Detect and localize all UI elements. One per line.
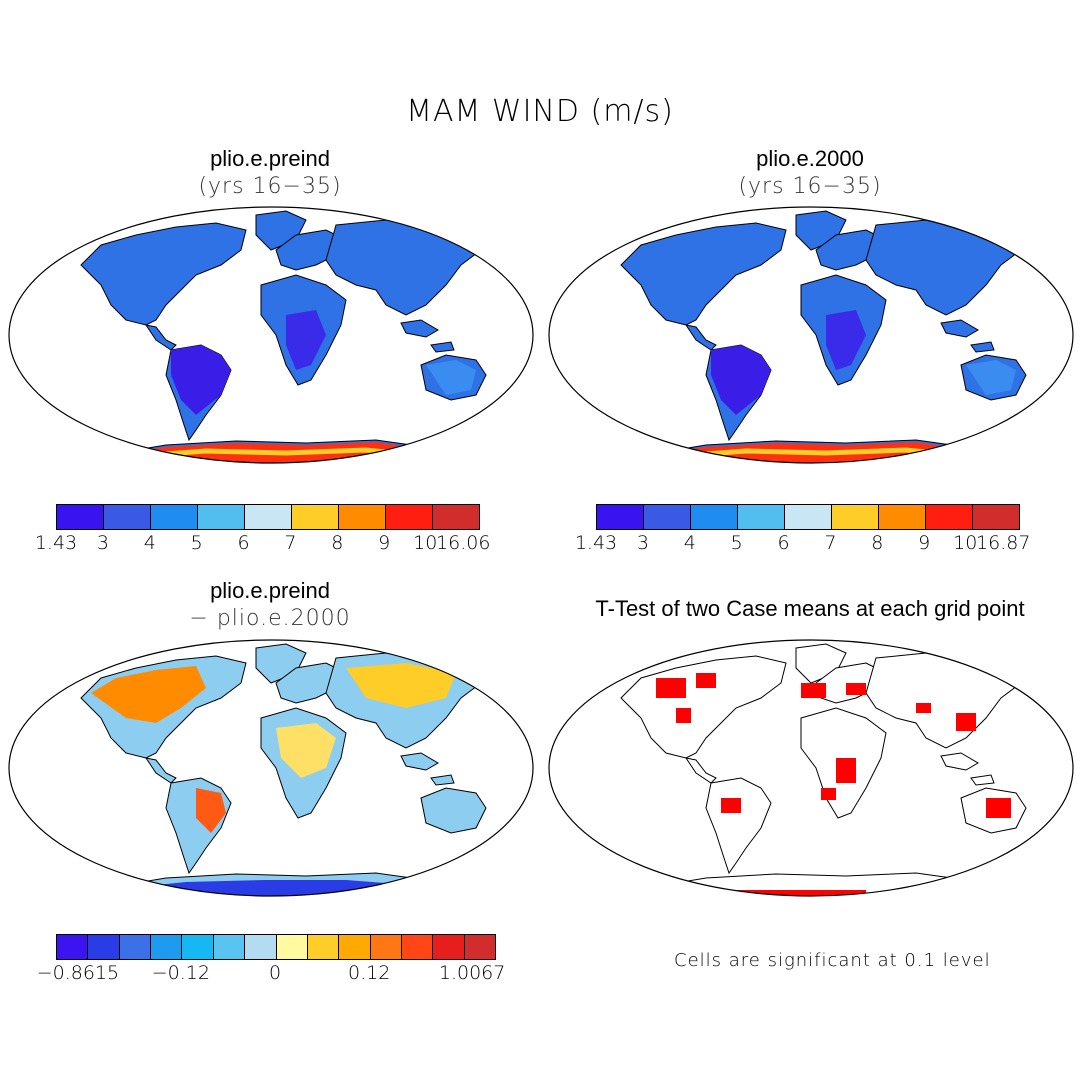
colorbar-swatch <box>339 935 371 959</box>
panel1-colorbar <box>56 504 480 530</box>
panel1-title: plio.e.preind <box>210 146 330 171</box>
colorbar-swatch <box>119 935 152 959</box>
colorbar-swatch <box>182 935 214 959</box>
panel2-colorbar-ticks: 1.43 3 4 5 6 7 8 9 10 16.87 <box>575 532 1031 556</box>
colorbar-tick-label: 9 <box>378 532 391 554</box>
diff-patch-north-america <box>91 666 206 723</box>
colorbar-swatch <box>785 505 832 529</box>
colorbar-tick-label: 7 <box>824 532 837 554</box>
colorbar-tick-label: 16.06 <box>436 532 491 554</box>
colorbar-tick-label: −0.8615 <box>36 962 120 984</box>
significant-cells <box>656 673 1011 896</box>
figure-title: MAM WIND (m/s) <box>406 94 674 129</box>
colorbar-swatch <box>57 505 104 529</box>
mid-wind-australia <box>966 360 1016 395</box>
colorbar-tick-label: 6 <box>237 532 250 554</box>
colorbar-tick-label: 3 <box>96 532 109 554</box>
colorbar-tick-label: 1.43 <box>574 532 618 554</box>
colorbar-tick-label: −0.12 <box>151 962 210 984</box>
colorbar-tick-label: 10 <box>413 532 438 554</box>
colorbar-swatch <box>691 505 738 529</box>
colorbar-swatch <box>433 505 479 529</box>
colorbar-tick-label: 16.87 <box>976 532 1031 554</box>
panel3-colorbar-ticks: −0.8615 −0.12 0 0.12 1.0067 <box>37 962 506 986</box>
colorbar-swatch <box>245 505 292 529</box>
colorbar-swatch <box>57 935 89 959</box>
colorbar-swatch <box>926 505 973 529</box>
diff-patch-south-america <box>196 788 226 833</box>
colorbar-swatch <box>370 935 402 959</box>
colorbar-tick-label: 7 <box>284 532 297 554</box>
panel3-title: plio.e.preind <box>210 578 330 603</box>
colorbar-swatch <box>151 505 198 529</box>
panel2-map <box>548 206 1074 464</box>
panel2-colorbar <box>596 504 1020 530</box>
panel3-map <box>8 639 534 897</box>
colorbar-swatch <box>198 505 245 529</box>
colorbar-tick-label: 8 <box>871 532 884 554</box>
panel4-title: T-Test of two Case means at each grid po… <box>595 596 1025 621</box>
panel4-map <box>548 639 1074 897</box>
colorbar-tick-label: 1.43 <box>34 532 78 554</box>
colorbar-swatch <box>832 505 879 529</box>
colorbar-tick-label: 5 <box>730 532 743 554</box>
colorbar-tick-label: 4 <box>143 532 156 554</box>
panel1-colorbar-ticks: 1.43 3 4 5 6 7 8 9 10 16.06 <box>35 532 491 556</box>
panel3-colorbar <box>56 934 496 960</box>
colorbar-tick-label: 10 <box>953 532 978 554</box>
panel2-title: plio.e.2000 <box>756 146 864 171</box>
low-wind-africa <box>286 310 326 370</box>
panel2-subtitle: (yrs 16−35) <box>738 174 882 199</box>
colorbar-swatch <box>276 935 308 959</box>
colorbar-swatch <box>644 505 691 529</box>
panel1-subtitle: (yrs 16−35) <box>198 174 342 199</box>
panel3-subtitle: − plio.e.2000 <box>189 606 351 631</box>
colorbar-swatch <box>433 935 465 959</box>
diff-patch-africa <box>276 723 336 778</box>
colorbar-tick-label: 5 <box>190 532 203 554</box>
colorbar-swatch <box>339 505 386 529</box>
colorbar-swatch <box>401 935 434 959</box>
colorbar-swatch <box>307 935 340 959</box>
diff-patch-asia <box>346 663 456 708</box>
colorbar-tick-label: 0 <box>268 962 282 984</box>
low-wind-africa <box>826 310 866 370</box>
colorbar-swatch <box>213 935 246 959</box>
colorbar-tick-label: 3 <box>636 532 649 554</box>
colorbar-swatch <box>104 505 151 529</box>
colorbar-tick-label: 0.12 <box>348 962 391 984</box>
colorbar-swatch <box>292 505 339 529</box>
colorbar-tick-label: 9 <box>918 532 931 554</box>
colorbar-swatch <box>597 505 644 529</box>
mid-wind-australia <box>426 360 476 395</box>
colorbar-swatch <box>973 505 1019 529</box>
colorbar-swatch <box>879 505 926 529</box>
colorbar-tick-label: 1.0067 <box>438 962 506 984</box>
colorbar-swatch <box>151 935 183 959</box>
low-wind-south-america <box>171 345 231 415</box>
colorbar-tick-label: 4 <box>683 532 696 554</box>
colorbar-swatch <box>245 935 277 959</box>
low-wind-south-america <box>711 345 771 415</box>
colorbar-swatch <box>738 505 785 529</box>
colorbar-swatch <box>88 935 120 959</box>
colorbar-swatch <box>464 935 496 959</box>
colorbar-tick-label: 8 <box>331 532 344 554</box>
panel1-map <box>8 206 534 464</box>
colorbar-swatch <box>386 505 433 529</box>
colorbar-tick-label: 6 <box>777 532 790 554</box>
significance-note: Cells are significant at 0.1 level <box>674 950 991 971</box>
